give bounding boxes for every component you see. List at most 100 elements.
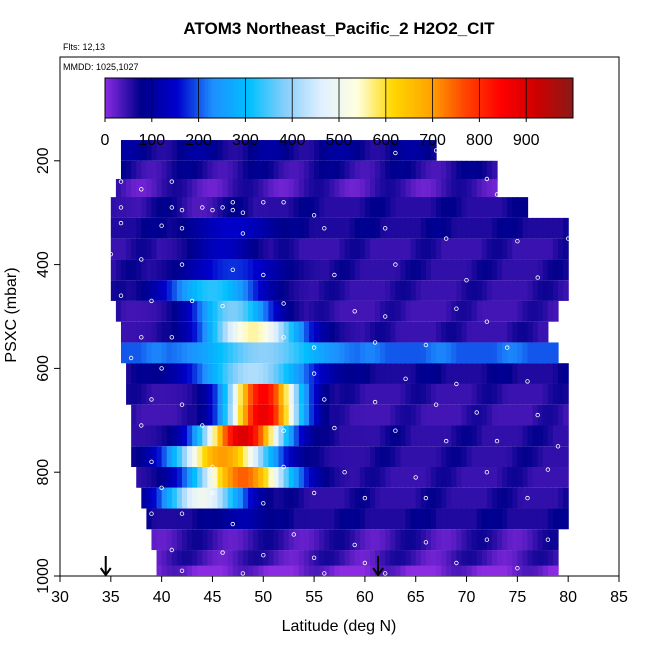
heatmap-cell — [563, 404, 569, 426]
sample-marker — [139, 187, 144, 192]
heatmap-cell — [425, 529, 432, 551]
heatmap-cell — [466, 178, 473, 200]
heatmap-cell — [349, 178, 356, 200]
sample-marker — [566, 236, 571, 241]
heatmap-cell — [547, 446, 554, 468]
heatmap-cell — [242, 508, 249, 530]
heatmap-cell — [339, 178, 346, 200]
heatmap-cell — [283, 280, 290, 301]
heatmap-cell — [486, 178, 493, 200]
heatmap-cell — [354, 383, 361, 405]
heatmap-cell — [187, 565, 193, 576]
heatmap-cell — [430, 565, 437, 576]
heatmap-cell — [405, 217, 412, 239]
heatmap-cell — [237, 363, 244, 384]
heatmap-cell — [375, 467, 381, 488]
heatmap-cell — [334, 280, 341, 301]
heatmap-cell — [425, 259, 432, 281]
colorbar-swatch — [423, 78, 427, 118]
heatmap-cell — [222, 404, 229, 426]
heatmap-cell — [151, 197, 158, 218]
heatmap-cell — [131, 140, 137, 161]
colorbar-swatch — [547, 78, 551, 118]
colorbar-swatch — [189, 78, 193, 118]
heatmap-cell — [197, 467, 203, 488]
heatmap-cell — [166, 487, 173, 509]
heatmap-cell — [151, 300, 158, 322]
heatmap-cell — [303, 280, 310, 301]
heatmap-cell — [512, 508, 518, 530]
heatmap-cell — [344, 425, 351, 447]
heatmap-cell — [273, 342, 280, 364]
heatmap-cell — [461, 467, 468, 488]
heatmap-cell — [197, 321, 203, 343]
heatmap-cell — [126, 383, 132, 405]
heatmap-cell — [385, 487, 391, 509]
heatmap-cell — [273, 280, 280, 301]
heatmap-cell — [146, 342, 153, 364]
heatmap-cell — [222, 160, 229, 182]
heatmap-cell — [278, 259, 285, 281]
heatmap-cell — [237, 550, 244, 571]
heatmap-cell — [446, 487, 452, 509]
heatmap-cell — [441, 259, 447, 281]
heatmap-cell — [349, 300, 356, 322]
heatmap-cell — [502, 280, 508, 301]
heatmap-cell — [207, 300, 214, 322]
heatmap-cell — [512, 238, 518, 260]
heatmap-cell — [451, 342, 457, 364]
colorbar-swatch — [561, 78, 565, 118]
heatmap-cell — [471, 238, 478, 260]
heatmap-cell — [471, 404, 478, 426]
heatmap-cell — [273, 217, 280, 239]
heatmap-cell — [344, 300, 351, 322]
heatmap-cell — [527, 425, 534, 447]
colorbar-swatch — [472, 78, 476, 118]
heatmap-cell — [202, 565, 208, 576]
heatmap-cell — [537, 238, 544, 260]
heatmap-cell — [161, 300, 168, 322]
heatmap-cell — [390, 363, 396, 384]
heatmap-cell — [390, 259, 396, 281]
heatmap-cell — [314, 259, 320, 281]
colorbar-swatch — [446, 78, 450, 118]
heatmap-cell — [176, 383, 183, 405]
heatmap-cell — [400, 550, 407, 571]
heatmap-cell — [278, 446, 285, 468]
heatmap-cell — [364, 487, 371, 509]
colorbar-swatch — [207, 78, 211, 118]
heatmap-cell — [522, 238, 529, 260]
heatmap-cell — [466, 342, 473, 364]
colorbar-swatch — [453, 78, 457, 118]
heatmap-cell — [303, 446, 310, 468]
heatmap-cell — [166, 259, 173, 281]
heatmap-cell — [436, 238, 442, 260]
heatmap-cell — [293, 487, 300, 509]
colorbar-swatch — [364, 78, 368, 118]
heatmap-cell — [436, 197, 442, 218]
heatmap-cell — [359, 160, 366, 182]
heatmap-cell — [217, 467, 224, 488]
heatmap-cell — [552, 529, 559, 551]
colorbar-swatch — [502, 78, 506, 118]
heatmap-cell — [156, 363, 163, 384]
heatmap-cell — [283, 425, 290, 447]
heatmap-cell — [126, 140, 132, 161]
heatmap-cell — [263, 140, 269, 161]
colorbar-swatch — [109, 78, 113, 118]
heatmap-cell — [334, 160, 341, 182]
heatmap-cell — [522, 529, 529, 551]
sample-marker — [545, 537, 551, 542]
heatmap-cell — [344, 529, 351, 551]
colorbar-swatch — [505, 78, 508, 118]
heatmap-cell — [303, 321, 310, 343]
x-tick-label: 45 — [204, 589, 222, 606]
heatmap-cell — [502, 197, 508, 218]
heatmap-cell — [120, 321, 127, 343]
heatmap-cell — [253, 342, 259, 364]
heatmap-cell — [268, 467, 275, 488]
heatmap-cell — [319, 342, 325, 364]
heatmap-cell — [461, 160, 468, 182]
heatmap-cell — [156, 487, 163, 509]
heatmap-cell — [283, 140, 290, 161]
